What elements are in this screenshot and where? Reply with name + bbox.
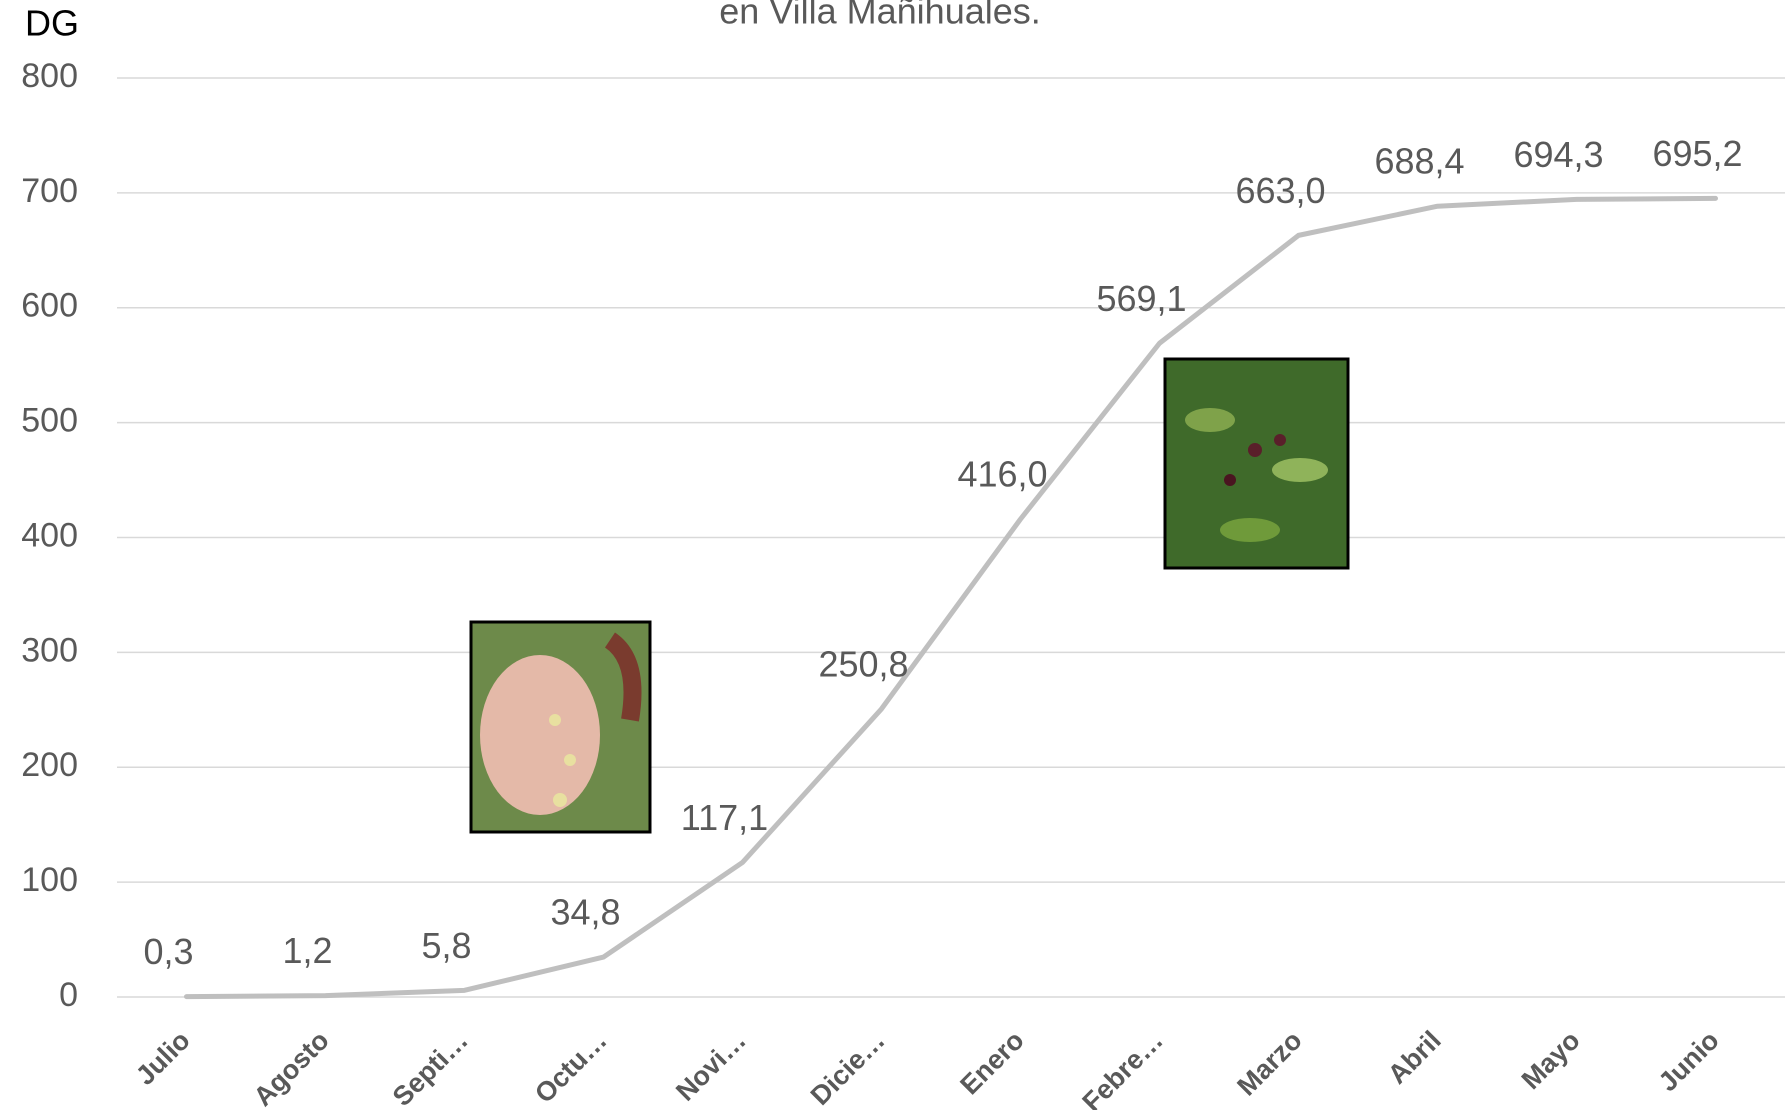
data-label: 250,8 <box>818 643 908 684</box>
data-label: 416,0 <box>957 454 1047 495</box>
x-tick-label: Septi… <box>387 1025 474 1110</box>
y-tick-label: 200 <box>21 746 78 784</box>
x-tick-label: Dicie… <box>805 1025 891 1110</box>
x-tick-label: Marzo <box>1231 1025 1307 1101</box>
x-tick-label: Julio <box>130 1025 196 1091</box>
y-tick-label: 300 <box>21 631 78 669</box>
y-tick-label: 400 <box>21 516 78 554</box>
photo-flowers <box>469 620 652 834</box>
x-tick-label: Octu… <box>529 1025 613 1109</box>
x-tick-label: Enero <box>954 1025 1029 1100</box>
x-tick-label: Agosto <box>248 1025 335 1110</box>
y-tick-label: 700 <box>21 172 78 210</box>
data-label: 695,2 <box>1652 133 1742 174</box>
x-tick-label: Febre… <box>1076 1025 1168 1110</box>
y-tick-label: 800 <box>21 57 78 95</box>
y-axis-label: DG <box>25 3 79 44</box>
data-label: 34,8 <box>550 892 620 933</box>
data-label: 5,8 <box>421 925 471 966</box>
data-label: 117,1 <box>681 797 768 838</box>
data-label: 0,3 <box>143 931 193 972</box>
x-tick-label: Novi… <box>670 1025 752 1107</box>
x-tick-label: Mayo <box>1516 1025 1586 1095</box>
data-line <box>184 195 1718 1000</box>
data-label: 1,2 <box>282 930 332 971</box>
y-tick-label: 0 <box>59 976 78 1014</box>
data-label: 688,4 <box>1374 141 1464 182</box>
data-label: 569,1 <box>1096 278 1186 319</box>
x-tick-label: Abril <box>1382 1025 1447 1090</box>
chart-title: en Villa Mañihuales. <box>719 0 1041 32</box>
y-tick-label: 500 <box>21 402 78 440</box>
y-tick-label: 600 <box>21 287 78 325</box>
y-tick-label: 100 <box>21 861 78 899</box>
photo-fruits <box>1163 357 1350 570</box>
x-tick-label: Junio <box>1653 1025 1725 1097</box>
data-label: 694,3 <box>1513 134 1603 175</box>
data-label: 663,0 <box>1235 170 1325 211</box>
